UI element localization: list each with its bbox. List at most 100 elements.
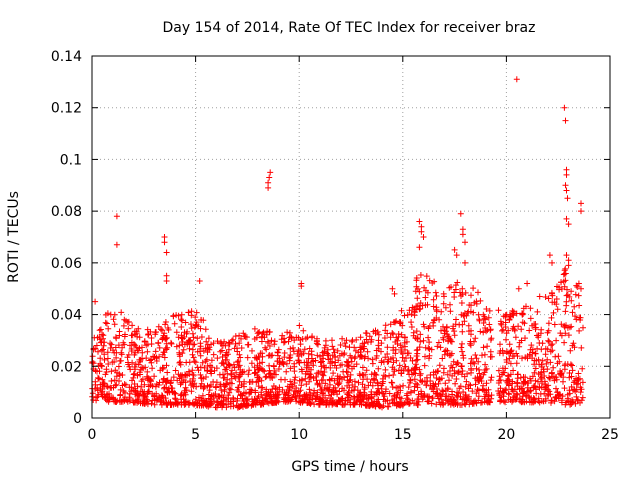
data-point — [336, 376, 343, 383]
data-point — [260, 367, 266, 374]
data-point — [306, 345, 313, 352]
data-point — [468, 327, 474, 334]
data-point — [401, 339, 408, 346]
data-point — [325, 356, 332, 363]
data-point — [213, 404, 220, 411]
data-point — [397, 402, 404, 408]
data-point — [311, 387, 318, 394]
data-point — [448, 284, 454, 290]
data-point — [455, 368, 462, 375]
data-point — [181, 399, 188, 406]
data-point — [251, 370, 258, 377]
data-point — [271, 338, 278, 345]
data-point — [441, 330, 448, 337]
data-point — [325, 387, 332, 394]
data-point — [509, 378, 516, 385]
data-point — [373, 352, 380, 359]
data-point — [524, 380, 531, 387]
data-point — [322, 342, 329, 349]
data-point — [575, 370, 582, 377]
data-point — [331, 377, 338, 384]
data-point — [574, 377, 581, 383]
data-point — [482, 361, 489, 368]
data-point — [438, 308, 445, 315]
data-point — [520, 311, 527, 317]
data-point — [168, 340, 175, 347]
data-point — [117, 391, 124, 398]
data-point — [538, 346, 545, 353]
data-point — [375, 402, 382, 409]
data-point — [215, 401, 222, 408]
data-point — [472, 381, 479, 388]
data-point — [530, 395, 537, 401]
data-point — [101, 351, 108, 358]
data-point — [217, 348, 224, 355]
data-point — [203, 356, 210, 363]
data-point — [101, 383, 108, 390]
data-point — [197, 343, 204, 350]
data-point — [560, 271, 567, 278]
data-point — [563, 302, 570, 309]
data-point — [97, 355, 104, 362]
data-point — [568, 288, 575, 295]
data-point — [177, 372, 184, 379]
data-point — [313, 373, 320, 380]
data-point — [453, 376, 460, 382]
data-point — [569, 367, 576, 374]
data-point — [263, 390, 270, 397]
data-point — [287, 378, 294, 385]
data-point — [223, 380, 229, 387]
data-point — [578, 285, 584, 292]
data-point — [449, 388, 455, 395]
data-point — [506, 391, 512, 398]
data-point — [134, 347, 141, 354]
data-point — [116, 372, 123, 379]
data-point — [249, 347, 255, 354]
data-point — [529, 346, 536, 353]
data-point — [437, 344, 444, 351]
data-point — [375, 389, 382, 396]
data-point — [549, 259, 555, 266]
data-point — [264, 398, 271, 405]
data-point — [344, 359, 351, 366]
data-point — [398, 349, 405, 355]
data-point — [509, 307, 516, 314]
data-point — [255, 374, 262, 381]
data-point — [503, 336, 509, 343]
data-point — [435, 380, 442, 387]
data-point — [400, 367, 407, 374]
data-point — [308, 360, 314, 366]
data-point — [459, 285, 466, 292]
data-point — [447, 308, 454, 315]
data-point — [239, 369, 246, 376]
data-point — [414, 356, 421, 363]
data-point — [550, 373, 557, 380]
data-point — [579, 365, 586, 372]
data-point — [269, 399, 276, 406]
data-point — [534, 308, 541, 315]
data-point — [506, 316, 513, 323]
data-point — [227, 398, 234, 405]
data-point — [519, 396, 526, 403]
data-point — [103, 383, 110, 390]
data-point — [163, 379, 170, 386]
data-point — [207, 400, 214, 407]
data-point — [187, 378, 193, 385]
data-point — [334, 401, 341, 408]
data-point — [176, 359, 183, 366]
data-point — [159, 366, 166, 372]
data-point — [332, 359, 339, 366]
data-point — [542, 345, 549, 352]
data-point — [193, 309, 200, 316]
data-point — [463, 378, 470, 385]
data-point — [148, 335, 155, 341]
data-point — [102, 394, 109, 401]
data-point — [301, 346, 308, 353]
data-point — [417, 338, 424, 345]
data-point — [554, 389, 561, 396]
data-point — [166, 389, 173, 396]
data-point — [189, 330, 196, 337]
data-point — [97, 339, 104, 346]
data-point — [113, 335, 120, 342]
data-point — [199, 359, 206, 366]
